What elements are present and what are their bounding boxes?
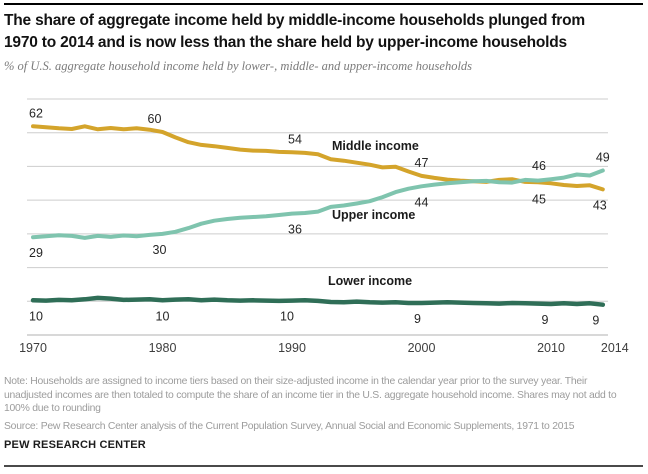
data-label: 60 [148,112,162,126]
chart-title: The share of aggregate income held by mi… [4,10,585,53]
chart-source: Source: Pew Research Center analysis of … [4,421,575,432]
data-label: 29 [29,246,43,260]
middle-income-line [31,124,605,192]
top-rule [4,3,643,5]
chart-title-line2: 1970 to 2014 and is now less than the sh… [4,33,567,51]
data-label: 43 [593,198,607,212]
data-label: 49 [596,151,610,165]
x-axis-label: 2000 [408,341,436,355]
lower-income-line [30,295,606,307]
upper-income-label: Upper income [332,208,415,222]
chart-note-line2: unadjusted incomes are then totaled to c… [4,389,617,401]
chart-note-line3: 100% due to rounding [4,403,101,415]
data-label: 9 [592,314,599,328]
data-label: 45 [532,192,546,206]
data-label: 30 [153,243,167,257]
data-label: 10 [29,309,43,323]
x-axis-label: 1970 [19,341,47,355]
x-axis-label: 2014 [601,341,629,355]
chart-note: Note: Households are assigned to income … [4,375,648,416]
data-label: 62 [29,106,43,120]
data-label: 46 [532,159,546,173]
data-label: 9 [542,313,549,327]
data-label: 36 [288,223,302,237]
lower-income-label: Lower income [328,274,412,288]
upper-income-line [31,168,605,240]
pew-brand: PEW RESEARCH CENTER [4,439,146,451]
data-label: 47 [415,156,429,170]
x-axis-label: 1980 [149,341,177,355]
data-label: 54 [288,132,302,146]
data-label: 10 [156,309,170,323]
chart-title-line1: The share of aggregate income held by mi… [4,12,585,29]
chart-subtitle: % of U.S. aggregate household income hel… [4,59,473,73]
data-label: 10 [280,310,294,324]
x-axis-label: 2010 [537,341,565,355]
data-label: 44 [415,195,429,209]
data-label: 9 [414,312,421,326]
x-axis-label: 1990 [278,341,306,355]
bottom-rule [4,465,643,467]
chart-note-line1: Note: Households are assigned to income … [4,376,588,387]
middle-income-label: Middle income [332,139,419,153]
